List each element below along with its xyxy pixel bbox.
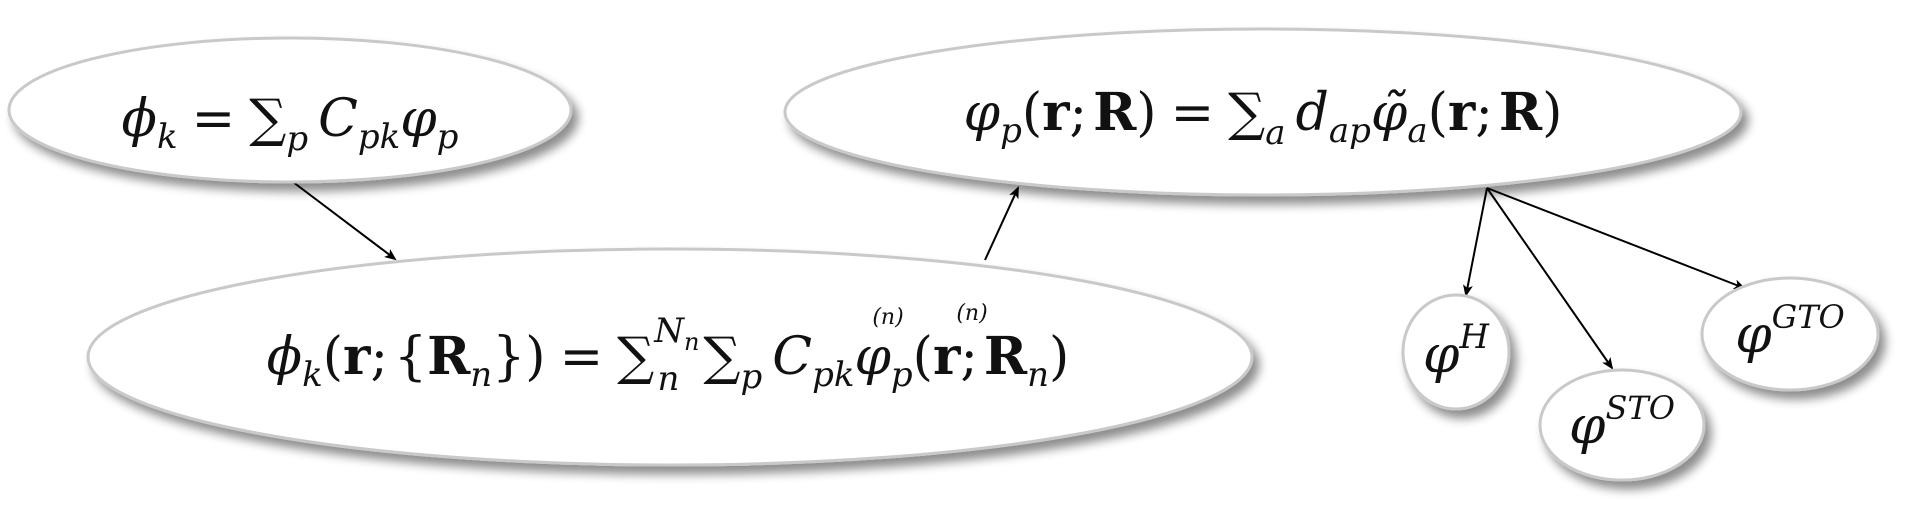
node-varphi-H-ellipse [1401, 293, 1511, 411]
formula-varphi-GTO: φGTO [1735, 298, 1845, 365]
edges [292, 181, 1746, 370]
edge-phikR-to-varphip [984, 186, 1019, 261]
superscript-n-C: (n) [872, 305, 903, 330]
node-phi-k-ellipse [7, 36, 573, 184]
node-phi-k: ϕk = ∑p Cpkφp [7, 36, 573, 184]
edge-varphip-to-H [1463, 187, 1488, 297]
node-varphi-p: φp(r; R) = ∑a dapφ̃a(r; R) [783, 27, 1743, 197]
formula-varphi-H: φH [1423, 317, 1490, 385]
formula-varphi-STO: φSTO [1569, 389, 1675, 456]
node-phi-k-R-ellipse [86, 247, 1254, 467]
edge-varphip-to-STO [1486, 187, 1614, 370]
superscript-n-varphi: (n) [956, 301, 987, 326]
formula-phi-k-R: ϕk(r; {Rn}) = ∑Nn n ∑p Cpkφp(r; Rn) [267, 311, 1070, 399]
node-varphi-STO-ellipse [1538, 368, 1706, 482]
node-varphi-GTO: φGTO [1700, 276, 1880, 392]
edge-varphip-to-GTO [1486, 187, 1746, 290]
node-varphi-GTO-ellipse [1700, 276, 1880, 392]
node-varphi-p-ellipse [783, 27, 1743, 197]
formula-phi-k: ϕk = ∑p Cpkφp [122, 89, 459, 159]
formula-varphi-p: φp(r; R) = ∑a dapφ̃a(r; R) [964, 82, 1563, 153]
node-varphi-STO: φSTO [1538, 368, 1706, 482]
edge-phik-to-phikR [292, 181, 397, 261]
node-phi-k-R: ϕk(r; {Rn}) = ∑Nn n ∑p Cpkφp(r; Rn) (n) (n) [86, 247, 1254, 467]
node-varphi-H: φH [1401, 293, 1511, 411]
